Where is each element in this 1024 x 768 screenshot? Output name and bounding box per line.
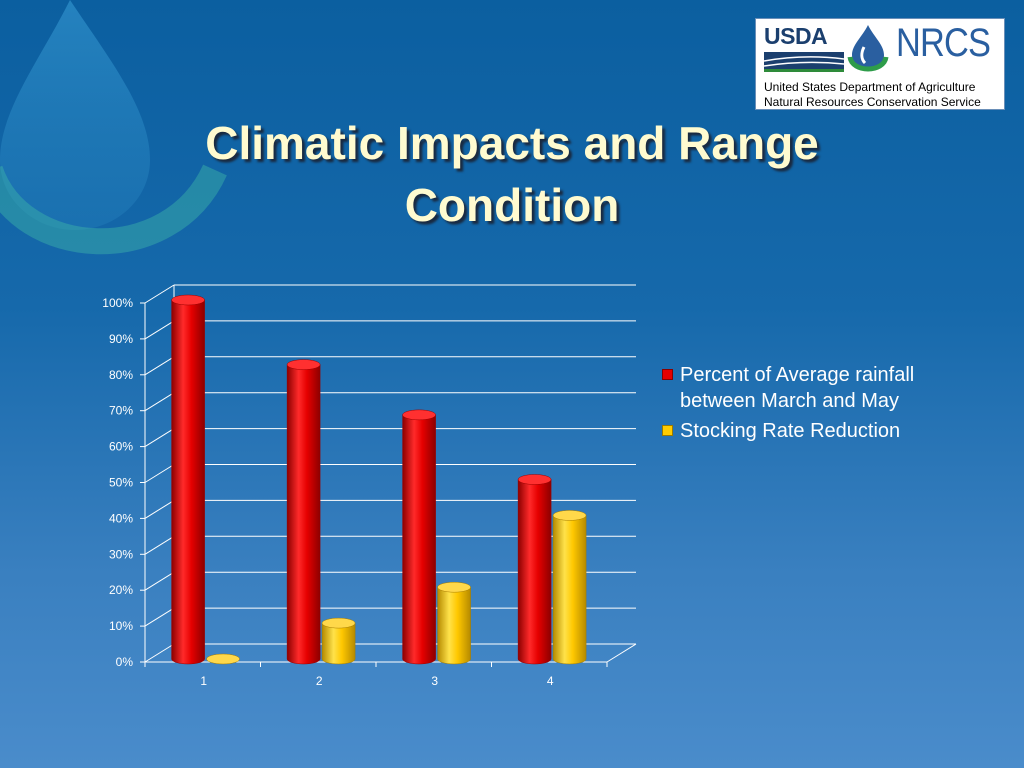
x-tick-label: 1	[200, 674, 207, 688]
usda-field-graphic	[764, 52, 844, 72]
y-tick-label: 70%	[109, 404, 133, 418]
gridline-depth	[144, 464, 175, 483]
logo-nrcs-text: NRCS	[896, 21, 991, 65]
rainfall-bar	[517, 479, 552, 665]
legend-swatch-rainfall	[662, 369, 673, 380]
gridline-depth	[144, 571, 175, 591]
legend-item-rainfall: Percent of Average rainfall between Marc…	[660, 362, 950, 414]
rainfall-bar-top	[402, 409, 436, 421]
stocking-bar-top	[437, 581, 471, 593]
gridline-depth	[144, 284, 175, 304]
y-tick-label: 100%	[102, 296, 133, 310]
stocking-bar	[437, 586, 471, 665]
logo-agency-line2: Natural Resources Conservation Service	[764, 95, 981, 109]
gridline-depth	[144, 320, 175, 340]
usda-nrcs-logo: USDA NRCS United States Department of Ag…	[755, 18, 1005, 110]
logo-agency-line1: United States Department of Agriculture	[764, 80, 976, 94]
stocking-bar-top	[206, 653, 240, 665]
rainfall-bar	[286, 364, 321, 665]
title-line-2: Condition	[404, 179, 620, 231]
y-tick-label: 10%	[109, 619, 133, 633]
x-tick-label: 3	[431, 674, 438, 688]
legend-label-stocking: Stocking Rate Reduction	[680, 420, 901, 442]
y-tick-label: 60%	[109, 440, 133, 454]
logo-usda-text: USDA	[764, 23, 828, 49]
rainfall-bar-top	[286, 359, 321, 370]
y-tick-label: 30%	[109, 547, 133, 561]
water-drop-icon	[847, 25, 889, 72]
gridline-depth	[144, 356, 175, 376]
y-tick-label: 20%	[109, 583, 133, 597]
gridline-depth	[144, 535, 175, 555]
legend-label-rainfall: Percent of Average rainfall between Marc…	[680, 364, 915, 412]
gridline-depth	[144, 607, 175, 627]
gridline-depth	[144, 428, 175, 448]
stocking-bar	[321, 622, 356, 665]
chart-legend: Percent of Average rainfall between Marc…	[660, 362, 950, 448]
y-tick-label: 80%	[109, 368, 133, 382]
legend-item-stocking: Stocking Rate Reduction	[660, 418, 950, 444]
rainfall-bar-top	[171, 294, 205, 306]
y-tick-label: 90%	[109, 332, 133, 346]
gridline-depth	[144, 499, 175, 519]
rainfall-bar	[402, 414, 436, 665]
stocking-bar-top	[552, 510, 587, 521]
x-tick-label: 4	[547, 674, 554, 688]
floor-edge	[606, 643, 637, 663]
rainfall-bar-top	[517, 474, 552, 485]
y-tick-label: 0%	[116, 655, 134, 669]
y-tick-label: 50%	[109, 476, 133, 490]
stocking-bar-top	[321, 617, 356, 629]
rainfall-bar	[171, 299, 205, 665]
gridline-depth	[144, 392, 175, 412]
title-line-1: Climatic Impacts and Range	[205, 117, 819, 169]
slide-title: Climatic Impacts and Range Condition	[0, 112, 1024, 236]
gridline-depth	[144, 643, 175, 663]
legend-swatch-stocking	[662, 425, 673, 436]
stocking-bar	[552, 515, 587, 665]
y-tick-label: 40%	[109, 511, 133, 525]
x-tick-label: 2	[316, 674, 323, 688]
